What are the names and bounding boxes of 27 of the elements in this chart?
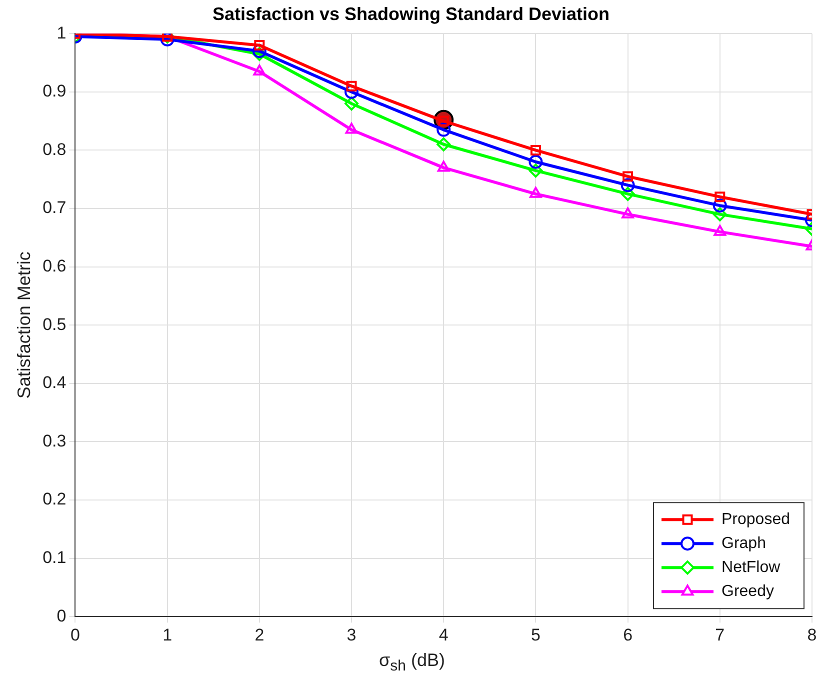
y-tick-label: 0.9 [42, 82, 66, 101]
x-tick-label: 2 [254, 625, 264, 644]
x-tick-label: 6 [623, 625, 633, 644]
y-tick-label: 0.2 [42, 490, 66, 509]
x-tick-label: 4 [438, 625, 448, 644]
x-tick-label: 3 [346, 625, 356, 644]
legend-label: Proposed [722, 511, 790, 528]
y-tick-label: 0 [56, 606, 66, 626]
x-tick-label: 0 [70, 625, 80, 644]
y-tick-label: 0.7 [42, 198, 66, 218]
legend-label: Graph [722, 535, 766, 552]
y-axis-title: Satisfaction Metric [14, 252, 34, 399]
x-tick-label: 1 [162, 625, 172, 644]
legend-label: Greedy [722, 583, 774, 600]
x-axis-title: σ$_{sh}$ (dB) [378, 650, 446, 675]
y-tick-label: 0.5 [42, 314, 66, 334]
x-tick-label: 7 [715, 625, 725, 644]
y-tick-label: 0.6 [42, 256, 66, 276]
x-tick-label: 5 [530, 625, 540, 644]
y-tick-label: 1 [56, 23, 66, 42]
y-tick-label: 0.8 [42, 140, 66, 159]
chart-title: Satisfaction vs Shadowing Standard Deviation [212, 4, 610, 24]
legend-label: NetFlow [722, 559, 781, 576]
y-tick-label: 0.3 [42, 431, 66, 450]
y-tick-label: 0.1 [42, 548, 66, 567]
x-tick-label: 8 [807, 625, 817, 644]
y-tick-label: 0.4 [42, 373, 66, 392]
